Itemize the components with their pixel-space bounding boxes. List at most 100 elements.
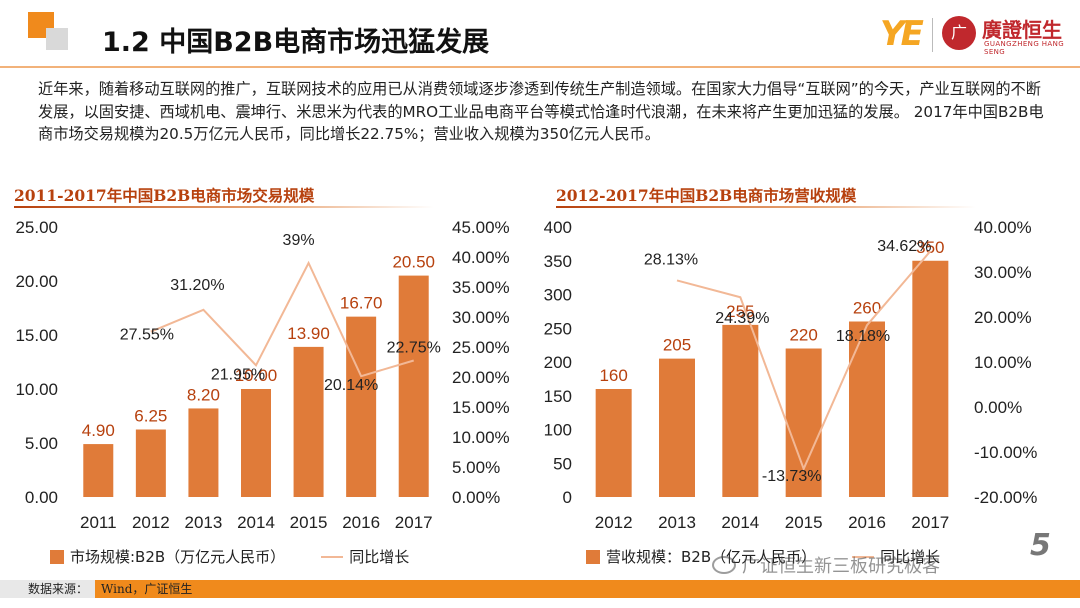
legend-bar-swatch xyxy=(50,549,64,564)
brand-logo-icon: YE xyxy=(880,14,924,54)
x-tick-label: 2017 xyxy=(911,513,949,532)
x-tick-label: 2012 xyxy=(132,513,170,532)
footer-source-value: Wind，广证恒生 xyxy=(95,580,1080,598)
y-right-tick-label: 30.00% xyxy=(974,263,1032,282)
y-left-tick-label: 350 xyxy=(544,252,572,271)
brand-seal-icon: 广 xyxy=(942,16,976,50)
brand-name: 廣證恒生 xyxy=(982,18,1062,42)
bar xyxy=(293,346,324,497)
growth-line xyxy=(150,260,414,378)
growth-value-label: 39% xyxy=(283,232,315,249)
growth-line xyxy=(676,250,932,472)
legend-bar-swatch xyxy=(586,549,600,564)
y-right-tick-label: -10.00% xyxy=(974,443,1037,462)
legend-bar-label: 营收规模：B2B（亿元人民币） xyxy=(606,548,817,566)
y-right-tick-label: 10.00% xyxy=(974,353,1032,372)
bar xyxy=(83,444,114,497)
y-left-tick-label: 100 xyxy=(544,421,572,440)
page-number: 5 xyxy=(1030,528,1051,563)
chart2-title: 2012-2017年中国B2B电商市场营收规模 xyxy=(556,186,857,205)
bar-value-label: 4.90 xyxy=(82,421,115,440)
x-tick-label: 2016 xyxy=(848,513,886,532)
y-left-tick-label: 25.00 xyxy=(15,218,58,237)
y-left-tick-label: 200 xyxy=(544,353,572,372)
intro-paragraph: 近年来，随着移动互联网的推广，互联网技术的应用已从消费领域逐步渗透到传统生产制造… xyxy=(38,80,1044,143)
legend-line-swatch xyxy=(852,555,875,558)
x-tick-label: 2012 xyxy=(595,513,633,532)
y-right-tick-label: 40.00% xyxy=(974,218,1032,237)
x-tick-label: 2013 xyxy=(658,513,696,532)
bar-value-label: 6.25 xyxy=(134,407,167,426)
chart1-legend: 市场规模:B2B（万亿元人民币） 同比增长 xyxy=(50,546,409,567)
watermark-text: 广证恒生新三板研究极客 xyxy=(742,556,940,577)
bar xyxy=(188,408,219,497)
growth-value-label: 24.39% xyxy=(715,310,769,327)
bar xyxy=(912,260,949,497)
bar-value-label: 350 xyxy=(916,238,944,257)
bar-value-label: 160 xyxy=(599,366,627,385)
y-left-tick-label: 15.00 xyxy=(15,326,58,345)
y-left-tick-label: 20.00 xyxy=(15,272,58,291)
bar-value-label: 8.20 xyxy=(187,385,220,404)
y-right-tick-label: 5.00% xyxy=(452,458,500,477)
y-right-tick-label: 25.00% xyxy=(452,338,510,357)
x-tick-label: 2013 xyxy=(185,513,223,532)
chart2-title-underline xyxy=(556,206,976,208)
bar-value-label: 16.70 xyxy=(340,294,383,313)
legend-line-label: 同比增长 xyxy=(349,548,410,566)
bar xyxy=(346,316,377,497)
y-left-tick-label: 300 xyxy=(544,286,572,305)
growth-value-label: 20.14% xyxy=(324,377,378,394)
y-right-tick-label: 40.00% xyxy=(452,248,510,267)
chart1-title-underline xyxy=(14,206,434,208)
legend-line-label: 同比增长 xyxy=(880,548,941,566)
growth-value-label: -13.73% xyxy=(762,468,822,485)
bar-value-label: 13.90 xyxy=(287,324,330,343)
brand-divider xyxy=(932,18,933,52)
bar xyxy=(785,348,822,497)
x-tick-label: 2015 xyxy=(785,513,823,532)
y-right-tick-label: 10.00% xyxy=(452,428,510,447)
page-title: 1.2 中国B2B电商市场迅猛发展 xyxy=(102,27,490,58)
title-underline xyxy=(0,66,1080,68)
x-tick-label: 2014 xyxy=(237,513,275,532)
y-right-tick-label: 45.00% xyxy=(452,218,510,237)
x-tick-label: 2011 xyxy=(80,513,117,532)
y-right-tick-label: 0.00% xyxy=(974,398,1022,417)
footer-source-label: 数据来源： xyxy=(0,580,95,598)
bar-value-label: 205 xyxy=(663,336,691,355)
legend-bar-label: 市场规模:B2B（万亿元人民币） xyxy=(70,548,286,566)
bar xyxy=(398,275,429,497)
brand-subtitle: GUANGZHENG HANG SENG xyxy=(984,40,1065,56)
y-left-tick-label: 400 xyxy=(544,218,572,237)
y-right-tick-label: 20.00% xyxy=(452,368,510,387)
bar-value-label: 10.00 xyxy=(235,366,278,385)
y-left-tick-label: 250 xyxy=(544,319,572,338)
y-right-tick-label: -20.00% xyxy=(974,488,1037,507)
y-left-tick-label: 10.00 xyxy=(15,380,58,399)
growth-value-label: 18.18% xyxy=(836,328,890,345)
growth-value-label: 28.13% xyxy=(644,251,698,268)
x-tick-label: 2017 xyxy=(395,513,433,532)
bar xyxy=(241,389,271,497)
x-tick-label: 2015 xyxy=(290,513,328,532)
chart1-title: 2011-2017年中国B2B电商市场交易规模 xyxy=(14,186,315,205)
growth-value-label: 21.95% xyxy=(211,366,265,383)
y-left-tick-label: 0.00 xyxy=(25,488,58,507)
growth-value-label: 34.62% xyxy=(877,238,931,255)
title-bar: 1.2 中国B2B电商市场迅猛发展 YE 广 廣證恒生 GUANGZHENG H… xyxy=(0,0,1080,72)
x-tick-label: 2016 xyxy=(342,513,380,532)
y-right-tick-label: 0.00% xyxy=(452,488,500,507)
legend-line-swatch xyxy=(321,555,344,558)
y-left-tick-label: 150 xyxy=(544,387,572,406)
bar xyxy=(595,389,632,497)
bar-value-label: 20.50 xyxy=(392,253,435,272)
chart2-legend: 营收规模：B2B（亿元人民币） 同比增长 xyxy=(586,546,940,567)
y-left-tick-label: 50 xyxy=(553,454,572,473)
x-tick-label: 2014 xyxy=(721,513,759,532)
y-right-tick-label: 35.00% xyxy=(452,278,510,297)
footer-bar: 数据来源： Wind，广证恒生 xyxy=(0,580,1080,598)
watermark: 广证恒生新三板研究极客 xyxy=(712,552,940,578)
bar-value-label: 220 xyxy=(789,326,817,345)
